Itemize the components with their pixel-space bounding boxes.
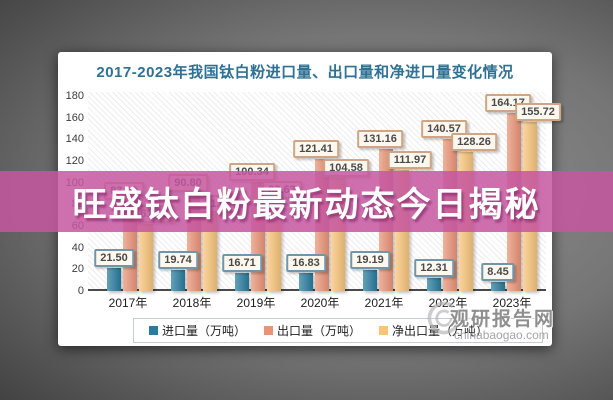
- value-label-进口量（万吨）-2023年: 8.45: [481, 262, 515, 281]
- import-swatch-icon: [149, 326, 158, 335]
- bar-进口量（万吨）-2019年: [235, 272, 249, 291]
- watermark: 观研报告网 chinabaogao.com: [424, 296, 559, 352]
- watermark-swirl-icon: [427, 301, 461, 335]
- x-axis-label-2021年: 2021年: [364, 296, 404, 310]
- promo-banner-text: 旺盛钛白粉最新动态今日揭秘: [72, 186, 541, 224]
- bar-进口量（万吨）-2018年: [171, 269, 185, 291]
- bar-进口量（万吨）-2023年: [491, 281, 505, 291]
- legend-item-import: 进口量（万吨）: [149, 322, 246, 339]
- value-label-进口量（万吨）-2019年: 16.71: [222, 253, 262, 272]
- value-label-进口量（万吨）-2022年: 12.31: [414, 258, 454, 277]
- value-label-净出口量（万吨）-2022年: 128.26: [451, 133, 497, 152]
- bar-净出口量（万吨）-2017年: [139, 224, 153, 291]
- x-axis-label-2018年: 2018年: [172, 296, 212, 310]
- y-axis-tick-140: 140: [65, 133, 84, 146]
- x-axis-label-2019年: 2019年: [236, 296, 276, 310]
- bar-进口量（万吨）-2022年: [427, 277, 441, 291]
- value-label-进口量（万吨）-2020年: 16.83: [286, 253, 326, 272]
- y-axis-tick-120: 120: [65, 155, 84, 167]
- net-export-swatch-icon: [379, 326, 389, 335]
- chart-title: 2017-2023年我国钛白粉进口量、出口量和净进口量变化情况: [96, 64, 514, 81]
- value-label-进口量（万吨）-2018年: 19.74: [158, 250, 198, 269]
- y-axis-tick-20: 20: [71, 263, 84, 276]
- watermark-domain: chinabaogao.com: [454, 328, 549, 342]
- value-label-出口量（万吨）-2023年: 164.17: [485, 94, 531, 113]
- y-axis-tick-160: 160: [65, 111, 84, 124]
- promo-banner: 旺盛钛白粉最新动态今日揭秘: [0, 171, 613, 232]
- x-axis-label-2017年: 2017年: [108, 296, 148, 310]
- legend-item-export: 出口量（万吨）: [264, 322, 361, 339]
- legend-label-export: 出口量（万吨）: [277, 324, 362, 338]
- value-label-净出口量（万吨）-2021年: 111.97: [387, 150, 433, 169]
- x-axis-label-2023年: 2023年: [492, 296, 532, 310]
- export-swatch-icon: [264, 326, 274, 335]
- value-label-进口量（万吨）-2021年: 19.19: [350, 251, 390, 270]
- legend: 进口量（万吨） 出口量（万吨） 净出口量（万吨）: [133, 318, 543, 343]
- bar-进口量（万吨）-2020年: [299, 272, 313, 291]
- watermark-name: 观研报告网: [450, 309, 556, 330]
- value-label-进口量（万吨）-2017年: 21.50: [94, 248, 134, 267]
- y-axis-tick-0: 0: [77, 285, 84, 297]
- legend-label-import: 进口量（万吨）: [162, 324, 247, 338]
- value-label-净出口量（万吨）-2023年: 155.72: [515, 103, 561, 122]
- bar-进口量（万吨）-2017年: [107, 267, 121, 291]
- bar-净出口量（万吨）-2018年: [203, 214, 217, 291]
- y-axis-tick-40: 40: [71, 241, 84, 254]
- x-axis-label-2020年: 2020年: [300, 296, 340, 310]
- bar-进口量（万吨）-2021年: [363, 270, 377, 291]
- value-label-出口量（万吨）-2021年: 131.16: [357, 129, 403, 148]
- y-axis-tick-180: 180: [65, 90, 84, 102]
- value-label-出口量（万吨）-2020年: 121.41: [293, 140, 339, 159]
